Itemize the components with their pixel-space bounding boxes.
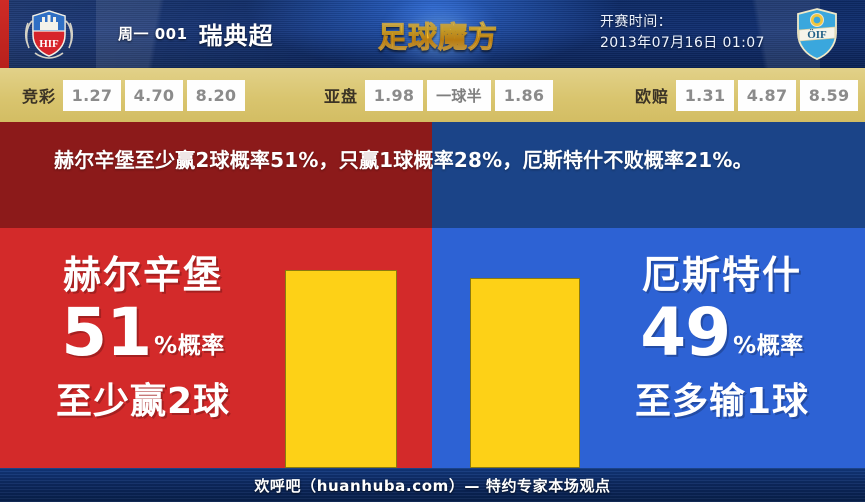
away-probability: 49 %概率 — [583, 300, 861, 366]
odds-bar: 竞彩 1.27 4.70 8.20 亚盘 1.98 一球半 1.86 欧赔 1.… — [0, 68, 865, 122]
away-stats: 厄斯特什 49 %概率 至多输1球 — [583, 252, 861, 424]
odds-group-european: 欧赔 1.31 4.87 8.59 — [635, 79, 862, 111]
odds-group-asian-handicap: 亚盘 1.98 一球半 1.86 — [324, 79, 557, 111]
brand-logo: 足球魔方 — [358, 0, 518, 63]
away-team-crest-icon: ÖIF — [797, 8, 837, 60]
odds-cell-away[interactable]: 8.59 — [800, 79, 859, 111]
odds-cell-home[interactable]: 1.27 — [63, 79, 122, 111]
footer-attribution: 欢呼吧（huanhuba.com）— 特约专家本场观点 — [254, 476, 611, 495]
brand-glow — [380, 0, 500, 63]
odds-cell-draw[interactable]: 4.87 — [738, 79, 797, 111]
match-league-label: 瑞典超 — [198, 22, 274, 50]
svg-text:ÖIF: ÖIF — [807, 28, 827, 41]
commentary-text: 赫尔辛堡至少赢2球概率51%，只赢1球概率28%，厄斯特什不败概率21%。 — [54, 148, 753, 172]
odds-cell-home[interactable]: 1.31 — [676, 79, 735, 111]
odds-cell-away[interactable]: 8.20 — [187, 79, 246, 111]
home-probability-bar — [285, 270, 397, 468]
kickoff-label: 开赛时间： — [600, 14, 672, 30]
odds-group-label: 欧赔 — [635, 87, 670, 106]
home-stats: 赫尔辛堡 51 %概率 至少赢2球 — [4, 252, 282, 424]
odds-cell-draw[interactable]: 4.70 — [125, 79, 184, 111]
home-probability: 51 %概率 — [4, 300, 282, 366]
away-probability-suffix: %概率 — [733, 333, 804, 359]
odds-group-label: 亚盘 — [324, 87, 359, 106]
match-title: 周一 001 瑞典超 — [118, 16, 274, 51]
odds-cell-home[interactable]: 1.98 — [365, 79, 424, 111]
svg-text:HIF: HIF — [39, 38, 59, 50]
commentary-band: 赫尔辛堡至少赢2球概率51%，只赢1球概率28%，厄斯特什不败概率21%。 — [0, 122, 865, 228]
away-probability-bar — [470, 278, 580, 468]
home-probability-value: 51 — [61, 294, 152, 371]
odds-cell-away[interactable]: 1.86 — [495, 79, 554, 111]
home-verdict: 至少赢2球 — [55, 381, 231, 422]
kickoff-value: 2013年07月16日 01:07 — [600, 35, 765, 51]
brand-logo-text: 足球魔方 — [358, 14, 518, 56]
home-probability-suffix: %概率 — [154, 333, 225, 359]
commentary-band-right-half — [432, 122, 865, 228]
away-verdict: 至多输1球 — [634, 381, 810, 422]
odds-group-jingcai: 竞彩 1.27 4.70 8.20 — [22, 79, 249, 111]
footer-bar: 欢呼吧（huanhuba.com）— 特约专家本场观点 — [0, 468, 865, 502]
match-round-label: 周一 001 — [118, 25, 188, 43]
probability-comparison: 赫尔辛堡 51 %概率 至少赢2球 厄斯特什 49 %概率 至多输1球 — [0, 228, 865, 468]
home-team-name: 赫尔辛堡 — [62, 253, 223, 297]
odds-cell-handicap[interactable]: 一球半 — [427, 79, 492, 111]
away-team-name: 厄斯特什 — [641, 253, 802, 297]
commentary-band-left-half — [0, 122, 432, 228]
odds-group-label: 竞彩 — [22, 87, 57, 106]
away-probability-value: 49 — [640, 294, 731, 371]
home-team-crest-icon: HIF — [24, 10, 74, 59]
kickoff-time-block: 开赛时间： 2013年07月16日 01:07 — [600, 12, 765, 54]
header-bar: HIF 周一 001 瑞典超 足球魔方 开赛时间： 2013年07月16日 01… — [0, 0, 865, 68]
header-red-accent-strip — [0, 0, 9, 68]
